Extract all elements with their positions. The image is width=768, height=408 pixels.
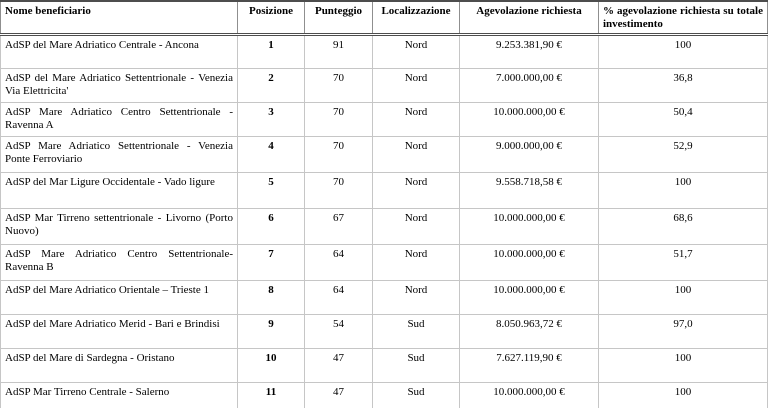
- cell-posizione: 3: [237, 102, 305, 137]
- table-row: AdSP del Mare Adriatico Centrale - Ancon…: [0, 34, 768, 69]
- cell-punteggio: 70: [304, 102, 373, 137]
- cell-punteggio: 91: [304, 34, 373, 69]
- col-header-posizione: Posizione: [237, 0, 305, 36]
- cell-posizione: 9: [237, 314, 305, 349]
- cell-agevolazione: 9.000.000,00 €: [459, 136, 599, 173]
- table-row: AdSP del Mare Adriatico Merid - Bari e B…: [0, 314, 768, 349]
- cell-posizione: 1: [237, 34, 305, 69]
- cell-agevolazione: 10.000.000,00 €: [459, 208, 599, 245]
- cell-punteggio: 70: [304, 136, 373, 173]
- col-header-punteggio: Punteggio: [304, 0, 373, 36]
- cell-agevolazione: 9.253.381,90 €: [459, 34, 599, 69]
- cell-percentuale: 97,0: [598, 314, 768, 349]
- cell-agevolazione: 7.000.000,00 €: [459, 68, 599, 103]
- cell-percentuale: 100: [598, 34, 768, 69]
- cell-posizione: 5: [237, 172, 305, 209]
- cell-nome: AdSP del Mare di Sardegna - Oristano: [0, 348, 238, 383]
- cell-localizzazione: Nord: [372, 68, 460, 103]
- cell-punteggio: 47: [304, 348, 373, 383]
- cell-localizzazione: Nord: [372, 34, 460, 69]
- cell-posizione: 8: [237, 280, 305, 315]
- cell-percentuale: 100: [598, 348, 768, 383]
- cell-nome: AdSP del Mar Ligure Occidentale - Vado l…: [0, 172, 238, 209]
- cell-posizione: 10: [237, 348, 305, 383]
- cell-localizzazione: Nord: [372, 244, 460, 281]
- cell-posizione: 11: [237, 382, 305, 408]
- cell-percentuale: 68,6: [598, 208, 768, 245]
- table-row: AdSP Mar Tirreno Centrale - Salerno 11 4…: [0, 382, 768, 408]
- cell-percentuale: 100: [598, 382, 768, 408]
- cell-nome: AdSP Mar Tirreno settentrionale - Livorn…: [0, 208, 238, 245]
- cell-punteggio: 70: [304, 68, 373, 103]
- cell-punteggio: 64: [304, 280, 373, 315]
- table-row: AdSP del Mare di Sardegna - Oristano 10 …: [0, 348, 768, 383]
- cell-localizzazione: Nord: [372, 172, 460, 209]
- cell-punteggio: 70: [304, 172, 373, 209]
- cell-localizzazione: Sud: [372, 348, 460, 383]
- cell-agevolazione: 8.050.963,72 €: [459, 314, 599, 349]
- cell-punteggio: 54: [304, 314, 373, 349]
- cell-percentuale: 100: [598, 280, 768, 315]
- cell-agevolazione: 10.000.000,00 €: [459, 280, 599, 315]
- cell-agevolazione: 9.558.718,58 €: [459, 172, 599, 209]
- cell-nome: AdSP del Mare Adriatico Centrale - Ancon…: [0, 34, 238, 69]
- header-row: Nome beneficiario Posizione Punteggio Lo…: [0, 0, 768, 36]
- table-row: AdSP Mare Adriatico Centro Settentrional…: [0, 102, 768, 137]
- cell-punteggio: 67: [304, 208, 373, 245]
- cell-percentuale: 100: [598, 172, 768, 209]
- cell-nome: AdSP Mare Adriatico Centro Settentrional…: [0, 102, 238, 137]
- cell-agevolazione: 10.000.000,00 €: [459, 102, 599, 137]
- table-row: AdSP del Mar Ligure Occidentale - Vado l…: [0, 172, 768, 209]
- cell-nome: AdSP del Mare Adriatico Merid - Bari e B…: [0, 314, 238, 349]
- cell-localizzazione: Sud: [372, 314, 460, 349]
- cell-posizione: 2: [237, 68, 305, 103]
- col-header-nome-beneficiario: Nome beneficiario: [0, 0, 238, 36]
- table-row: AdSP Mare Adriatico Settentrionale - Ven…: [0, 136, 768, 173]
- cell-posizione: 6: [237, 208, 305, 245]
- cell-percentuale: 50,4: [598, 102, 768, 137]
- cell-agevolazione: 7.627.119,90 €: [459, 348, 599, 383]
- cell-posizione: 7: [237, 244, 305, 281]
- col-header-localizzazione: Localizzazione: [372, 0, 460, 36]
- table-row: AdSP Mare Adriatico Centro Settentrional…: [0, 244, 768, 281]
- table-row: AdSP Mar Tirreno settentrionale - Livorn…: [0, 208, 768, 245]
- table-row: AdSP del Mare Adriatico Settentrionale -…: [0, 68, 768, 103]
- cell-agevolazione: 10.000.000,00 €: [459, 244, 599, 281]
- cell-nome: AdSP Mar Tirreno Centrale - Salerno: [0, 382, 238, 408]
- cell-localizzazione: Nord: [372, 136, 460, 173]
- cell-nome: AdSP Mare Adriatico Settentrionale - Ven…: [0, 136, 238, 173]
- cell-agevolazione: 10.000.000,00 €: [459, 382, 599, 408]
- cell-punteggio: 64: [304, 244, 373, 281]
- table-row: AdSP del Mare Adriatico Orientale – Trie…: [0, 280, 768, 315]
- cell-localizzazione: Sud: [372, 382, 460, 408]
- col-header-percentuale-agevolazione: % agevolazione richiesta su totale inves…: [598, 0, 768, 36]
- cell-posizione: 4: [237, 136, 305, 173]
- cell-punteggio: 47: [304, 382, 373, 408]
- cell-nome: AdSP del Mare Adriatico Settentrionale -…: [0, 68, 238, 103]
- cell-nome: AdSP Mare Adriatico Centro Settentrional…: [0, 244, 238, 281]
- cell-localizzazione: Nord: [372, 280, 460, 315]
- cell-percentuale: 51,7: [598, 244, 768, 281]
- cell-percentuale: 52,9: [598, 136, 768, 173]
- col-header-agevolazione-richiesta: Agevolazione richiesta: [459, 0, 599, 36]
- cell-nome: AdSP del Mare Adriatico Orientale – Trie…: [0, 280, 238, 315]
- cell-localizzazione: Nord: [372, 208, 460, 245]
- cell-localizzazione: Nord: [372, 102, 460, 137]
- cell-percentuale: 36,8: [598, 68, 768, 103]
